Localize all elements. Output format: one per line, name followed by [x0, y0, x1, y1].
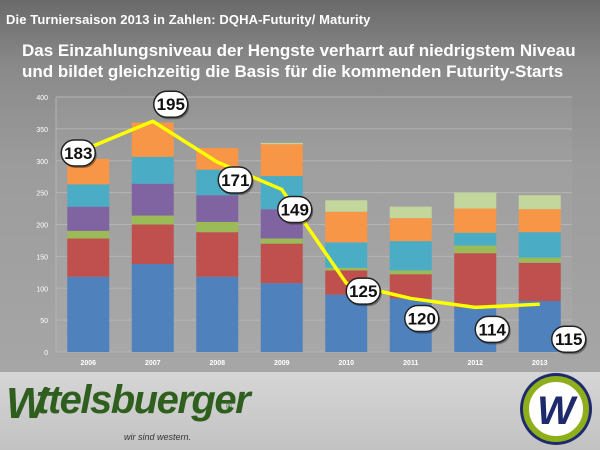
- data-label-bubble: [60, 139, 96, 167]
- seal-letter: W: [537, 389, 578, 433]
- data-label-bubble: [551, 325, 587, 353]
- brand-logo: W: [6, 379, 51, 428]
- bar-segment: [518, 262, 561, 301]
- data-label: 149: [281, 200, 309, 219]
- bar-segment: [67, 230, 110, 239]
- chart-slide: Die Turniersaison 2013 in Zahlen: DQHA-F…: [0, 0, 600, 372]
- bar-segment: [260, 142, 303, 145]
- y-tick-label: 400: [36, 95, 48, 102]
- bar-segment: [389, 241, 432, 271]
- header-title: Die Turniersaison 2013 in Zahlen: DQHA-F…: [6, 12, 371, 27]
- bar-segment: [260, 243, 303, 284]
- x-tick-label: 2013: [532, 360, 548, 367]
- overlay-line: [87, 119, 540, 310]
- bar-segment: [454, 253, 497, 308]
- bar-segment: [454, 245, 497, 254]
- data-label-bubble: [153, 90, 189, 118]
- brand-wordmark: ttelsbuerger: [36, 378, 251, 422]
- brand-initial-w: W: [6, 379, 51, 428]
- bar-segment: [454, 192, 497, 209]
- bar-segment: [260, 238, 303, 244]
- data-label: 195: [157, 95, 185, 114]
- bar-segment: [260, 283, 303, 352]
- bar-segment: [389, 218, 432, 242]
- x-tick-label: 2006: [80, 360, 96, 367]
- x-tick-label: 2010: [338, 360, 354, 367]
- brand-tagline: wir sind western.: [124, 432, 192, 442]
- bar-segment: [67, 238, 110, 277]
- bar-segment: [67, 276, 110, 352]
- bar-segment: [131, 156, 174, 184]
- seal-logo: W: [520, 373, 592, 445]
- bar-segment: [518, 257, 561, 263]
- bar-segment: [196, 221, 239, 233]
- y-tick-label: 300: [36, 159, 48, 166]
- y-tick-label: 350: [36, 127, 48, 134]
- data-label-bubble: [404, 304, 440, 333]
- data-label: 171: [221, 171, 249, 190]
- bar-segment: [518, 232, 561, 258]
- x-tick-label: 2011: [403, 360, 418, 367]
- bar-segment: [260, 144, 303, 177]
- data-label: 115: [555, 330, 582, 349]
- data-label: 183: [64, 144, 92, 163]
- bar-segment: [131, 264, 174, 352]
- bar-segment: [67, 206, 110, 231]
- bar-segment: [325, 200, 368, 212]
- x-tick-label: 2012: [467, 360, 483, 367]
- footer-bar: W W ttelsbuerger ® wir sind western.: [0, 372, 600, 450]
- bar-segment: [518, 209, 561, 233]
- data-label: 114: [479, 320, 507, 339]
- bar-segment: [325, 211, 368, 243]
- brand-registered-mark: ®: [226, 402, 232, 411]
- bar-segment: [518, 195, 561, 210]
- data-label-bubble: [474, 315, 510, 344]
- bar-segment: [389, 206, 432, 219]
- y-tick-label: 200: [36, 223, 48, 230]
- bar-segment: [454, 208, 497, 233]
- bar-segment: [325, 267, 368, 271]
- bar-segment: [454, 232, 497, 246]
- chart-headline: Das Einzahlungsniveau der Hengste verhar…: [22, 41, 576, 81]
- bar-segment: [196, 232, 239, 277]
- bar-segment: [196, 276, 239, 352]
- footer-graphics: W W: [6, 373, 592, 445]
- bar-segment: [131, 224, 174, 265]
- data-label-bubble: [345, 277, 381, 305]
- bar-segment: [67, 184, 110, 207]
- y-tick-label: 250: [36, 191, 48, 198]
- bar-segment: [196, 195, 239, 222]
- y-tick-label: 50: [40, 318, 48, 325]
- bar-segment: [131, 183, 174, 216]
- y-tick-label: 100: [36, 286, 48, 293]
- y-tick-label: 0: [44, 350, 48, 357]
- y-tick-label: 150: [36, 254, 48, 261]
- data-label: 120: [408, 309, 436, 328]
- data-label-bubble: [217, 166, 253, 194]
- bar-segment: [131, 215, 174, 225]
- stacked-bar-chart: 0 50 100 150 200 250 300 350 400 2006 2007 2008 2009…: [36, 90, 588, 367]
- data-label-bubble: [277, 195, 313, 224]
- bar-segment: [389, 270, 432, 275]
- x-tick-label: 2008: [209, 360, 225, 367]
- data-label: 125: [349, 282, 377, 301]
- x-tick-label: 2009: [274, 360, 290, 367]
- x-tick-label: 2007: [145, 360, 161, 367]
